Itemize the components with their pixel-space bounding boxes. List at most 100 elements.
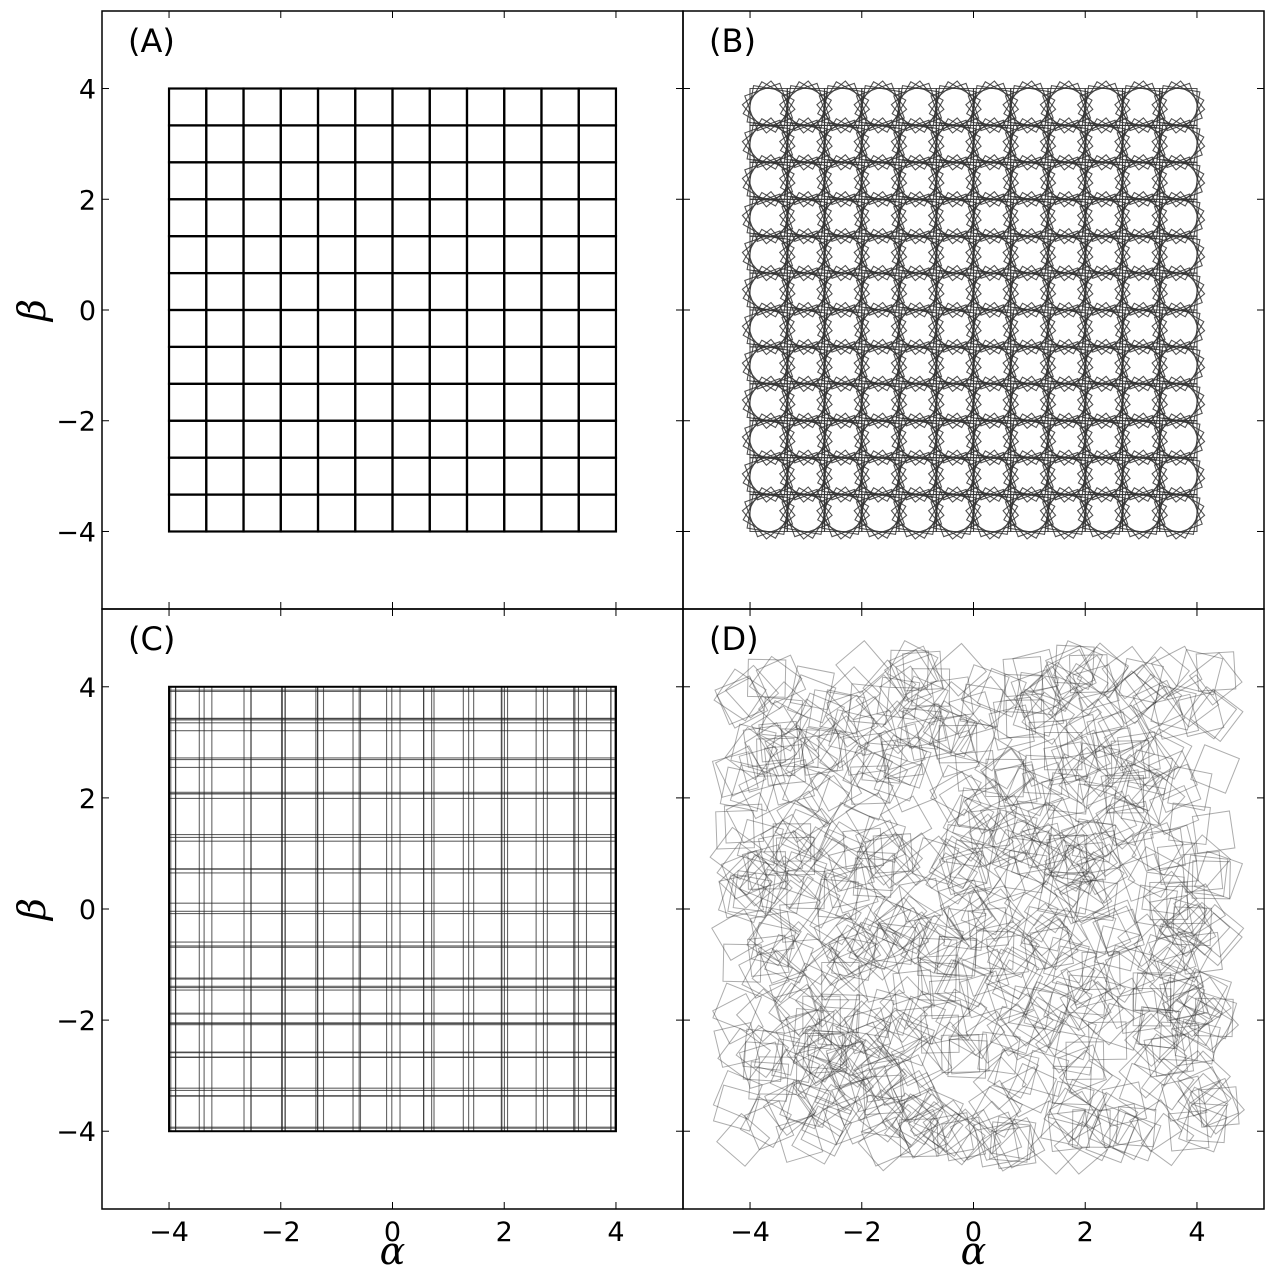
panel-b-rotated-square-584 (1044, 158, 1089, 203)
panel-b-rotated-square-79 (858, 454, 903, 499)
panel-d-random-square-611 (805, 1008, 860, 1063)
panel-d-random-square-373 (837, 1067, 892, 1121)
panel-d-random-square-27 (1047, 870, 1092, 915)
panel-d-random-square-116 (718, 854, 773, 909)
panel-d-random-square-47 (878, 665, 933, 719)
panel-a-ticks: −4 −2 0 2 4 (56, 11, 683, 609)
panel-d-random-square-292 (802, 774, 857, 828)
panel-d-random-square-101 (742, 724, 787, 768)
panel-d-random-square-537 (1054, 644, 1095, 685)
panel-d-random-square-549 (779, 901, 821, 943)
panel-d-random-square-390 (1047, 772, 1091, 815)
panel-d-random-square-294 (1072, 966, 1127, 1020)
panel-d-random-square-474 (952, 796, 1001, 845)
panel-d-random-square-590 (775, 1115, 824, 1163)
panel-d-random-square-604 (843, 1007, 892, 1055)
panel-a-label: (A) (128, 22, 175, 60)
panel-d-label: (D) (709, 620, 759, 658)
panel-d-random-square-392 (960, 885, 1012, 936)
panel-d-random-square-620 (856, 752, 909, 804)
panel-d-random-square-488 (1195, 651, 1237, 692)
panel-d-random-square-613 (744, 722, 798, 775)
panel-d-random-square-360 (808, 1083, 863, 1138)
panel-d-random-square-160 (1194, 997, 1234, 1038)
panel-d-random-square-498 (886, 640, 939, 692)
panel-d-random-square-654 (976, 667, 1027, 718)
panel-d-random-square-139 (724, 664, 780, 719)
panel-d-random-square-403 (873, 1011, 929, 1066)
panel-d-random-square-627 (1118, 1062, 1168, 1112)
panel-d-random-square-565 (764, 727, 815, 777)
panel-d-random-square-455 (1048, 834, 1088, 874)
panel-d-random-square-95 (1117, 913, 1172, 968)
panel-d-random-square-204 (1171, 1022, 1215, 1067)
panel-d-random-square-221 (722, 943, 762, 983)
panel-d-random-square-486 (1103, 671, 1157, 725)
panel-d-random-square-170 (855, 674, 910, 729)
panel-b-rotated-square-169 (1081, 417, 1127, 462)
panel-d-random-square-320 (720, 849, 771, 900)
panel-d-random-square-693 (853, 1045, 908, 1100)
panel-d-random-square-64 (863, 923, 914, 974)
panel-d-random-square-521 (905, 715, 952, 761)
panel-d-random-square-264 (984, 948, 1036, 1000)
panel-d-random-square-354 (1099, 796, 1149, 847)
panel-d-random-square-90 (1097, 704, 1150, 757)
panel-b-rotated-square-464 (1044, 232, 1089, 277)
panel-d-random-square-563 (1023, 880, 1078, 934)
panel-d-random-square-211 (834, 880, 886, 932)
panel-b-rotated-square-134 (820, 417, 866, 462)
panel-b-rotated-square-669 (783, 84, 829, 130)
panel-d-random-square-128 (1177, 1066, 1229, 1117)
panel-d-random-square-633 (1012, 688, 1062, 738)
panel-c-x-tick-label-4: 4 (607, 1217, 624, 1248)
panel-d-random-square-215 (1101, 1081, 1148, 1127)
panel-d-random-square-307 (1101, 645, 1156, 700)
panel-d-random-square-528 (965, 1010, 1019, 1064)
panel-d-random-square-186 (977, 1031, 1021, 1075)
panel-d-random-square-618 (1053, 873, 1106, 925)
panel-d-random-square-393 (887, 762, 938, 813)
panel-b-rotated-square-129 (783, 417, 829, 462)
panel-d-random-square-333 (746, 913, 800, 967)
panel-d-random-square-482 (1014, 671, 1059, 716)
panel-b-rotated-square-569 (932, 158, 978, 203)
panel-d-random-square-123 (1012, 1001, 1065, 1054)
panel-d-random-square-448 (1148, 959, 1204, 1014)
panel-d-random-square-580 (1066, 962, 1114, 1009)
panel-d-random-square-645 (800, 732, 844, 776)
panel-d-random-square-499 (1191, 860, 1231, 900)
panel-b-rotated-square-579 (1007, 158, 1052, 203)
panel-b-rotated-square-69 (783, 454, 829, 499)
panel-a-y-tick-label-4: 4 (79, 75, 96, 106)
panel-d-random-square-489 (788, 962, 840, 1014)
panel-d-random-square-514 (1119, 735, 1173, 789)
panel-c-ticks: −4 −2 0 2 4 −4 −2 0 2 4 (56, 609, 683, 1248)
panel-d-random-square-274 (879, 975, 934, 1031)
panel-d-random-square-223 (823, 801, 876, 854)
panel-d-random-square-463 (758, 1056, 798, 1096)
panel-d-random-square-584 (780, 808, 831, 859)
panel-b-rotated-square-74 (820, 454, 866, 499)
panel-d-random-square-31 (992, 696, 1037, 740)
panel-d-random-square-329 (994, 761, 1042, 808)
panel-d-random-square-189 (1191, 810, 1236, 854)
panel-d-random-square-631 (1076, 843, 1129, 896)
panel-d-random-square-660 (977, 855, 1026, 904)
panel-d-random-square-343 (1036, 968, 1092, 1023)
panel-d-random-square-65 (1068, 1059, 1122, 1113)
panel-d-random-square-683 (991, 828, 1042, 879)
panel-b-ticks (683, 11, 1264, 609)
panel-d-random-square-386 (989, 1005, 1039, 1055)
panel-d-random-square-658 (1113, 663, 1168, 718)
panel-d-random-square-490 (959, 970, 1008, 1019)
panel-d-random-square-198 (991, 959, 1044, 1011)
panel-d-random-square-379 (985, 972, 1035, 1022)
panel-d-random-square-513 (864, 833, 910, 879)
panel-d-random-square-268 (1067, 1110, 1119, 1162)
panel-d-random-square-114 (1020, 822, 1075, 877)
panel-d-random-square-505 (819, 730, 873, 784)
panel-d-random-square-286 (1096, 908, 1145, 957)
panel-d-random-square-296 (959, 683, 1004, 728)
panel-d-random-square-450 (925, 852, 979, 905)
